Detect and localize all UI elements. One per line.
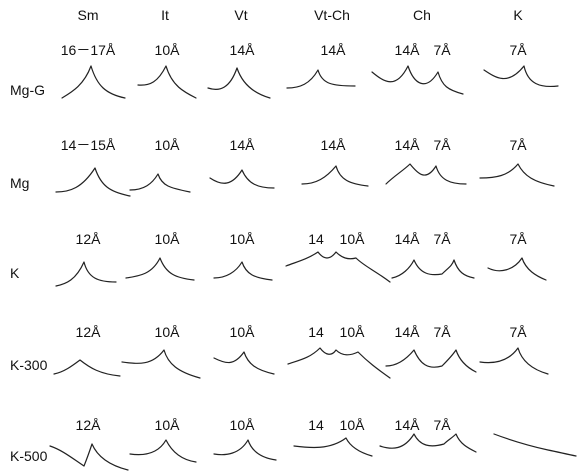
diffraction-curve	[286, 69, 356, 89]
peak-label: 7Å	[433, 417, 451, 433]
peak-label: 14－15Å	[61, 137, 116, 153]
peak-label: 7Å	[509, 324, 527, 340]
peak-label: 10Å	[230, 324, 256, 340]
diffraction-curve	[479, 347, 549, 375]
row-labels: Mg-G Mg K K-300 K-500	[10, 82, 48, 464]
diffraction-curve	[385, 163, 467, 185]
diffraction-curve	[385, 349, 477, 373]
peak-label: 10Å	[155, 231, 181, 247]
column-header-it: It	[161, 7, 169, 23]
diffraction-curve	[207, 67, 271, 99]
row-mg: 14－15Å 10Å 14Å 14Å 14Å 7Å 7Å	[55, 137, 555, 197]
peak-label: 10Å	[340, 417, 366, 433]
diffraction-curve	[285, 251, 391, 283]
row-label-k-300: K-300	[10, 357, 48, 373]
peak-label: 7Å	[433, 137, 451, 153]
peak-label: 10Å	[155, 42, 181, 58]
diffraction-curve	[483, 65, 559, 88]
row-label-k-500: K-500	[10, 448, 48, 464]
row-k: 12Å 10Å 10Å 14 10Å 14Å 7Å 7Å	[55, 231, 547, 287]
diffraction-curve	[129, 439, 197, 463]
peak-label: 14Å	[395, 42, 421, 58]
row-label-mg: Mg	[10, 175, 29, 191]
column-header-vt: Vt	[234, 7, 247, 23]
peak-label: 10Å	[340, 324, 366, 340]
peak-label: 7Å	[509, 231, 527, 247]
diffraction-curve	[371, 65, 464, 95]
diffraction-curve	[125, 257, 195, 281]
diffraction-curve	[293, 437, 373, 457]
peak-label: 14Å	[395, 231, 421, 247]
row-mg-g: 16－17Å 10Å 14Å 14Å 14Å 7Å 7Å	[61, 42, 559, 99]
row-label-mg-g: Mg-G	[10, 82, 45, 98]
peak-label: 14	[308, 231, 324, 247]
peak-label: 7Å	[509, 137, 527, 153]
diffraction-curve	[379, 433, 477, 453]
peak-label: 14	[308, 324, 324, 340]
column-header-vt-ch: Vt-Ch	[314, 7, 350, 23]
peak-label: 14Å	[395, 137, 421, 153]
peak-label: 12Å	[76, 417, 102, 433]
peak-label: 12Å	[76, 324, 102, 340]
peak-label: 10Å	[340, 231, 366, 247]
peak-label: 10Å	[230, 231, 256, 247]
diffraction-curve	[55, 167, 131, 197]
diffraction-curve	[391, 259, 475, 279]
peak-label: 14Å	[230, 137, 256, 153]
diffraction-curve	[137, 65, 197, 99]
peak-label: 14Å	[230, 42, 256, 58]
peak-label: 14Å	[321, 137, 347, 153]
diffraction-curve	[55, 261, 117, 287]
diffraction-curve	[61, 65, 126, 99]
peak-label: 7Å	[509, 42, 527, 58]
peak-label: 10Å	[155, 417, 181, 433]
diffraction-curve	[287, 347, 391, 379]
diffraction-curve	[53, 359, 121, 377]
diffraction-curve	[209, 169, 275, 189]
diffraction-curve	[301, 165, 369, 187]
diffraction-curve	[487, 257, 547, 281]
peak-label: 10Å	[230, 417, 256, 433]
peak-label: 12Å	[76, 231, 102, 247]
diffraction-curve	[213, 351, 275, 375]
peak-label: 10Å	[155, 324, 181, 340]
row-k-500: 12Å 10Å 10Å 14 10Å 14Å 7Å	[49, 417, 577, 471]
column-header-ch: Ch	[413, 7, 431, 23]
peak-label: 7Å	[433, 231, 451, 247]
peak-label: 14	[308, 417, 324, 433]
peak-label: 7Å	[433, 324, 451, 340]
column-header-k: K	[513, 7, 523, 23]
diffraction-curve	[213, 261, 273, 281]
peak-label: 14Å	[321, 42, 347, 58]
diffraction-curve	[493, 433, 577, 457]
column-header-sm: Sm	[78, 7, 99, 23]
peak-label: 14Å	[395, 417, 421, 433]
diffraction-curve	[121, 349, 201, 379]
peak-label: 16－17Å	[61, 42, 116, 58]
diffraction-curve	[49, 443, 129, 471]
peak-label: 14Å	[395, 324, 421, 340]
peak-label: 10Å	[155, 137, 181, 153]
diffraction-curve	[129, 173, 191, 193]
diffraction-curve	[213, 439, 277, 461]
peak-label: 7Å	[433, 42, 451, 58]
row-k-300: 12Å 10Å 10Å 14 10Å 14Å 7Å 7Å	[53, 324, 549, 379]
diffraction-curve	[479, 163, 555, 187]
column-headers: Sm It Vt Vt-Ch Ch K	[78, 7, 524, 23]
row-label-k: K	[10, 265, 20, 281]
